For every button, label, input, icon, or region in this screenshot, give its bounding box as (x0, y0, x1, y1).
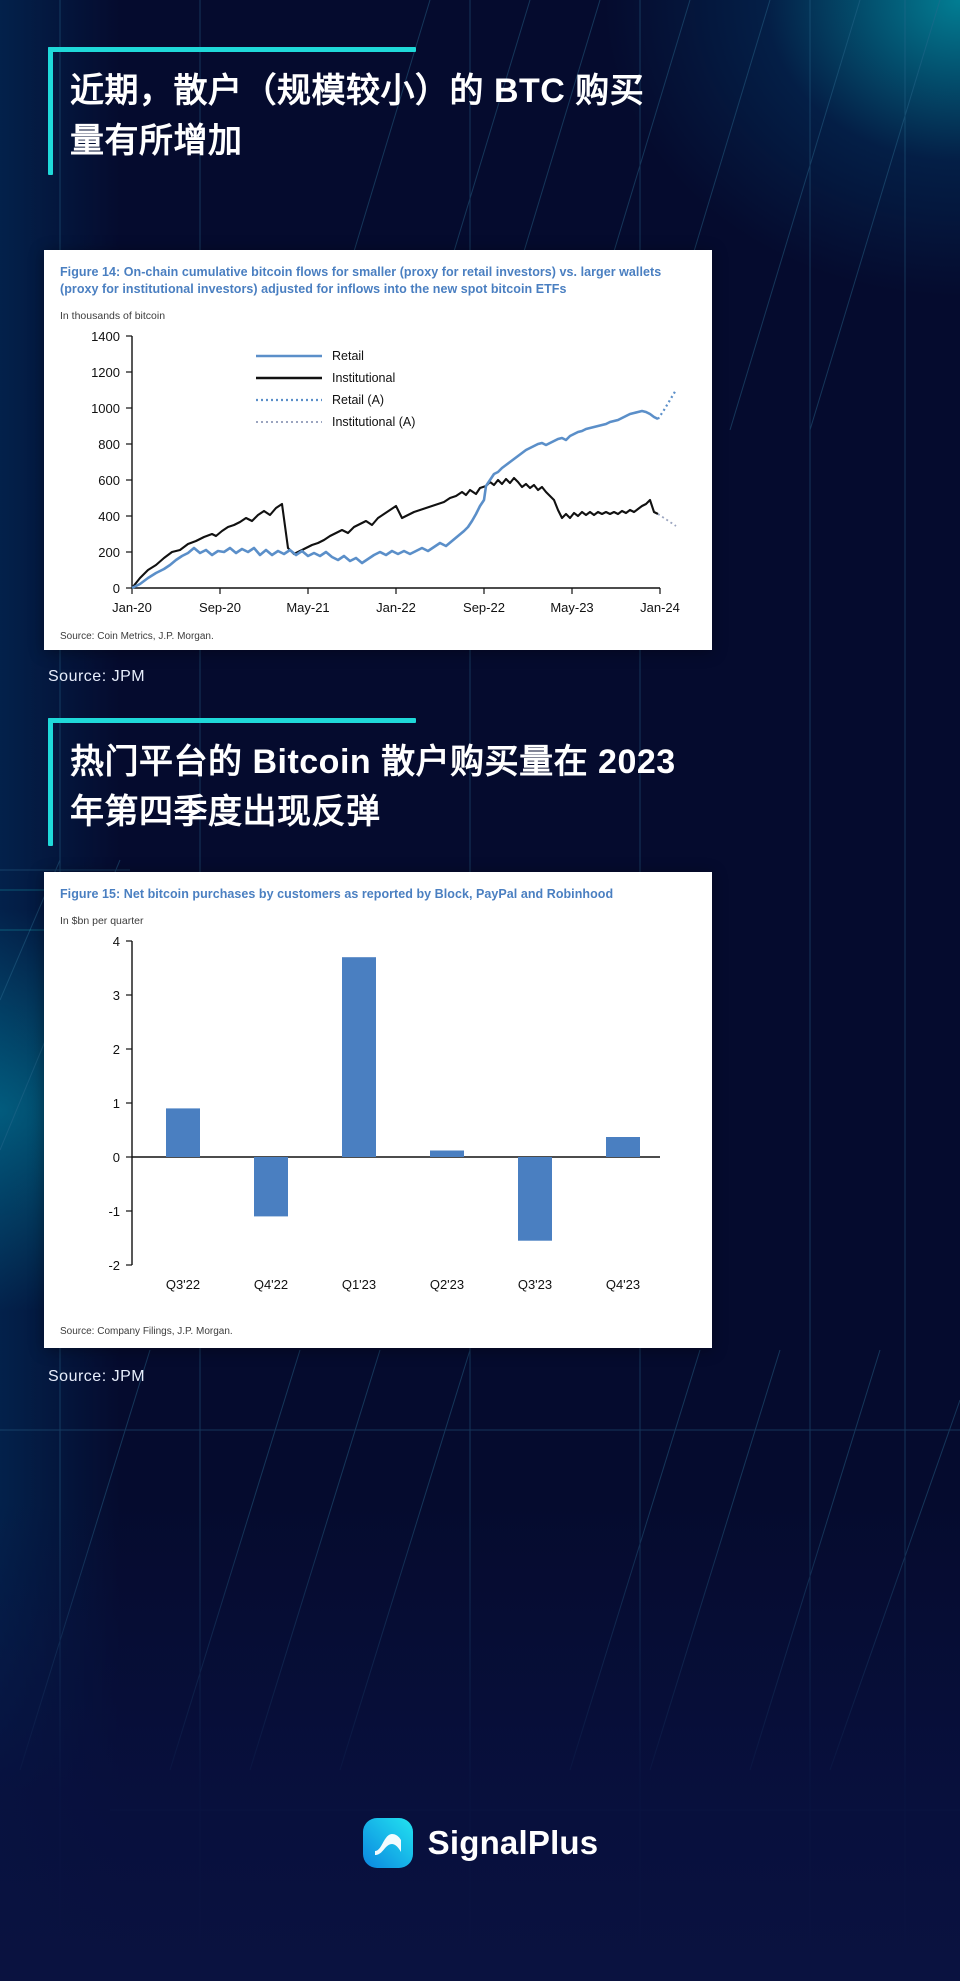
figure-14-title: Figure 14: On-chain cumulative bitcoin f… (60, 265, 662, 296)
figure-14-source: Source: Coin Metrics, J.P. Morgan. (60, 631, 214, 642)
footer-branding: SignalPlus (0, 1817, 960, 1869)
signalplus-logo-icon (362, 1818, 413, 1868)
x-tick-may23: May-23 (550, 600, 593, 615)
y-tick-0: 0 (113, 1150, 120, 1165)
bar-q322 (166, 1108, 200, 1157)
x-label-q223: Q2'23 (430, 1277, 464, 1292)
series-retail-a-line (657, 389, 677, 420)
heading-2-top-rule (48, 718, 416, 723)
legend-label-institutional-a: Institutional (A) (332, 415, 415, 429)
x-label-q422: Q4'22 (254, 1277, 288, 1292)
y-tick-1000: 1000 (91, 401, 120, 416)
y-tick-1400: 1400 (91, 329, 120, 344)
y-tick-1200: 1200 (91, 365, 120, 380)
figure-15-bar-chart: 4 3 2 1 0 -1 -2 Q3'22 Q4'22 Q1 (108, 934, 660, 1292)
heading-1-top-rule (48, 47, 416, 52)
heading-2-text: 热门平台的 Bitcoin 散户购买量在 2023 年第四季度出现反弹 (70, 743, 676, 831)
figure-15-source: Source: Company Filings, J.P. Morgan. (60, 1326, 233, 1337)
brand-name: SignalPlus (427, 1824, 599, 1861)
figure-14-line-chart: 1400 1200 1000 800 600 400 200 0 Jan-20 … (91, 329, 680, 615)
legend-label-retail: Retail (332, 349, 364, 363)
x-tick-jan20: Jan-20 (112, 600, 152, 615)
legend-label-institutional: Institutional (332, 371, 395, 385)
bar-q422 (254, 1157, 288, 1217)
x-tick-sep20: Sep-20 (199, 600, 241, 615)
section-1-heading: 近期，散户（规模较小）的 BTC 购买 量有所增加 (48, 47, 720, 175)
y-tick-0: 0 (113, 581, 120, 596)
heading-1-left-bar (48, 47, 53, 175)
section-2-heading: 热门平台的 Bitcoin 散户购买量在 2023 年第四季度出现反弹 (48, 718, 720, 846)
x-tick-jan24: Jan-24 (640, 600, 680, 615)
x-label-q423: Q4'23 (606, 1277, 640, 1292)
heading-2-left-bar (48, 718, 53, 846)
y-tick-neg1: -1 (108, 1204, 120, 1219)
y-tick-1: 1 (113, 1096, 120, 1111)
figure-14-legend: Retail Institutional Retail (A) Institut… (256, 349, 415, 429)
series-retail-line (131, 409, 659, 590)
x-tick-may21: May-21 (286, 600, 329, 615)
series-institutional-a-line (657, 513, 677, 527)
figure-14-panel: Figure 14: On-chain cumulative bitcoin f… (44, 250, 712, 650)
y-tick-400: 400 (98, 509, 120, 524)
x-tick-sep22: Sep-22 (463, 600, 505, 615)
y-tick-200: 200 (98, 545, 120, 560)
legend-label-retail-a: Retail (A) (332, 393, 384, 407)
bar-q123 (342, 957, 376, 1157)
y-tick-2: 2 (113, 1042, 120, 1057)
figure-15-subtitle: In $bn per quarter (60, 915, 144, 927)
y-tick-3: 3 (113, 988, 120, 1003)
y-tick-600: 600 (98, 473, 120, 488)
series-institutional-line (131, 476, 659, 589)
y-tick-neg2: -2 (108, 1258, 120, 1273)
bar-q223 (430, 1150, 464, 1157)
background-bottom-fade (0, 1501, 960, 1981)
bar-group (166, 957, 640, 1241)
heading-1-text: 近期，散户（规模较小）的 BTC 购买 量有所增加 (70, 72, 645, 160)
y-tick-800: 800 (98, 437, 120, 452)
figure-14-subtitle: In thousands of bitcoin (60, 310, 166, 322)
bar-q323 (518, 1157, 552, 1241)
bar-q423 (606, 1137, 640, 1157)
y-tick-4: 4 (113, 934, 120, 949)
source-note-2: Source: JPM (48, 1368, 146, 1385)
x-label-q123: Q1'23 (342, 1277, 376, 1292)
x-label-q322: Q3'22 (166, 1277, 200, 1292)
figure-15-title: Figure 15: Net bitcoin purchases by cust… (60, 887, 614, 901)
x-label-q323: Q3'23 (518, 1277, 552, 1292)
x-tick-jan22: Jan-22 (376, 600, 416, 615)
figure-15-panel: Figure 15: Net bitcoin purchases by cust… (44, 872, 712, 1348)
source-note-1: Source: JPM (48, 668, 146, 685)
